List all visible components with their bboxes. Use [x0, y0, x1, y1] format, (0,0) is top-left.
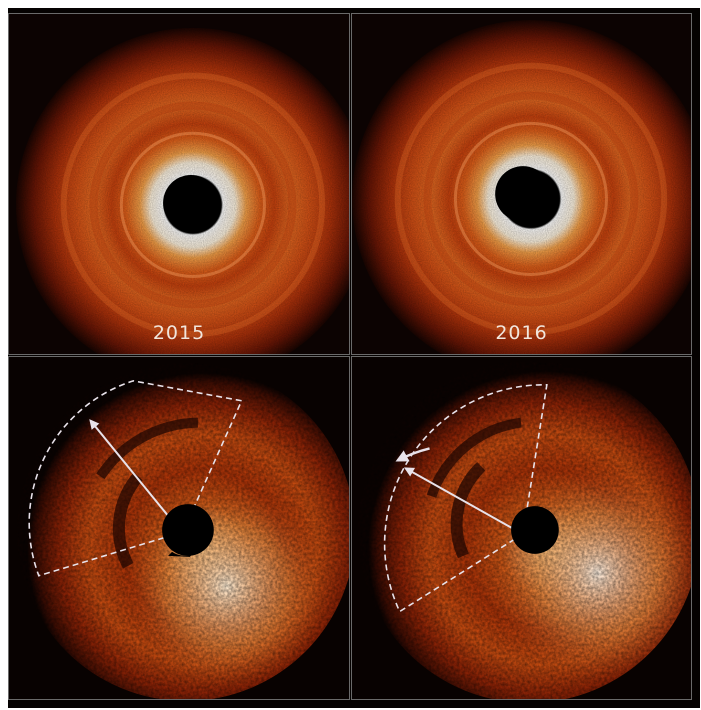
panel-2015-disk: 2015	[8, 13, 350, 355]
disk-image-2015	[9, 14, 349, 354]
direction-arrow	[403, 467, 520, 533]
rotation-arrow	[395, 447, 430, 462]
disk-image-2016	[352, 14, 691, 354]
dark-arc	[426, 417, 522, 498]
panel-2016-processed	[351, 356, 692, 700]
occulting-mask	[162, 504, 214, 556]
processed-disk-2015	[9, 357, 349, 699]
occulting-mask	[511, 506, 559, 554]
year-label: 2015	[152, 322, 206, 344]
direction-arrow	[89, 419, 179, 529]
sector-outline	[28, 380, 243, 577]
panel-2016-disk: 2016	[351, 13, 692, 355]
dark-arc	[96, 417, 199, 480]
sector-outline	[383, 384, 548, 613]
occulting-mask	[495, 166, 551, 222]
year-label: 2016	[495, 322, 548, 344]
panel-2015-processed	[8, 356, 350, 700]
occulting-mask	[163, 175, 219, 231]
processed-disk-2016	[352, 357, 691, 699]
